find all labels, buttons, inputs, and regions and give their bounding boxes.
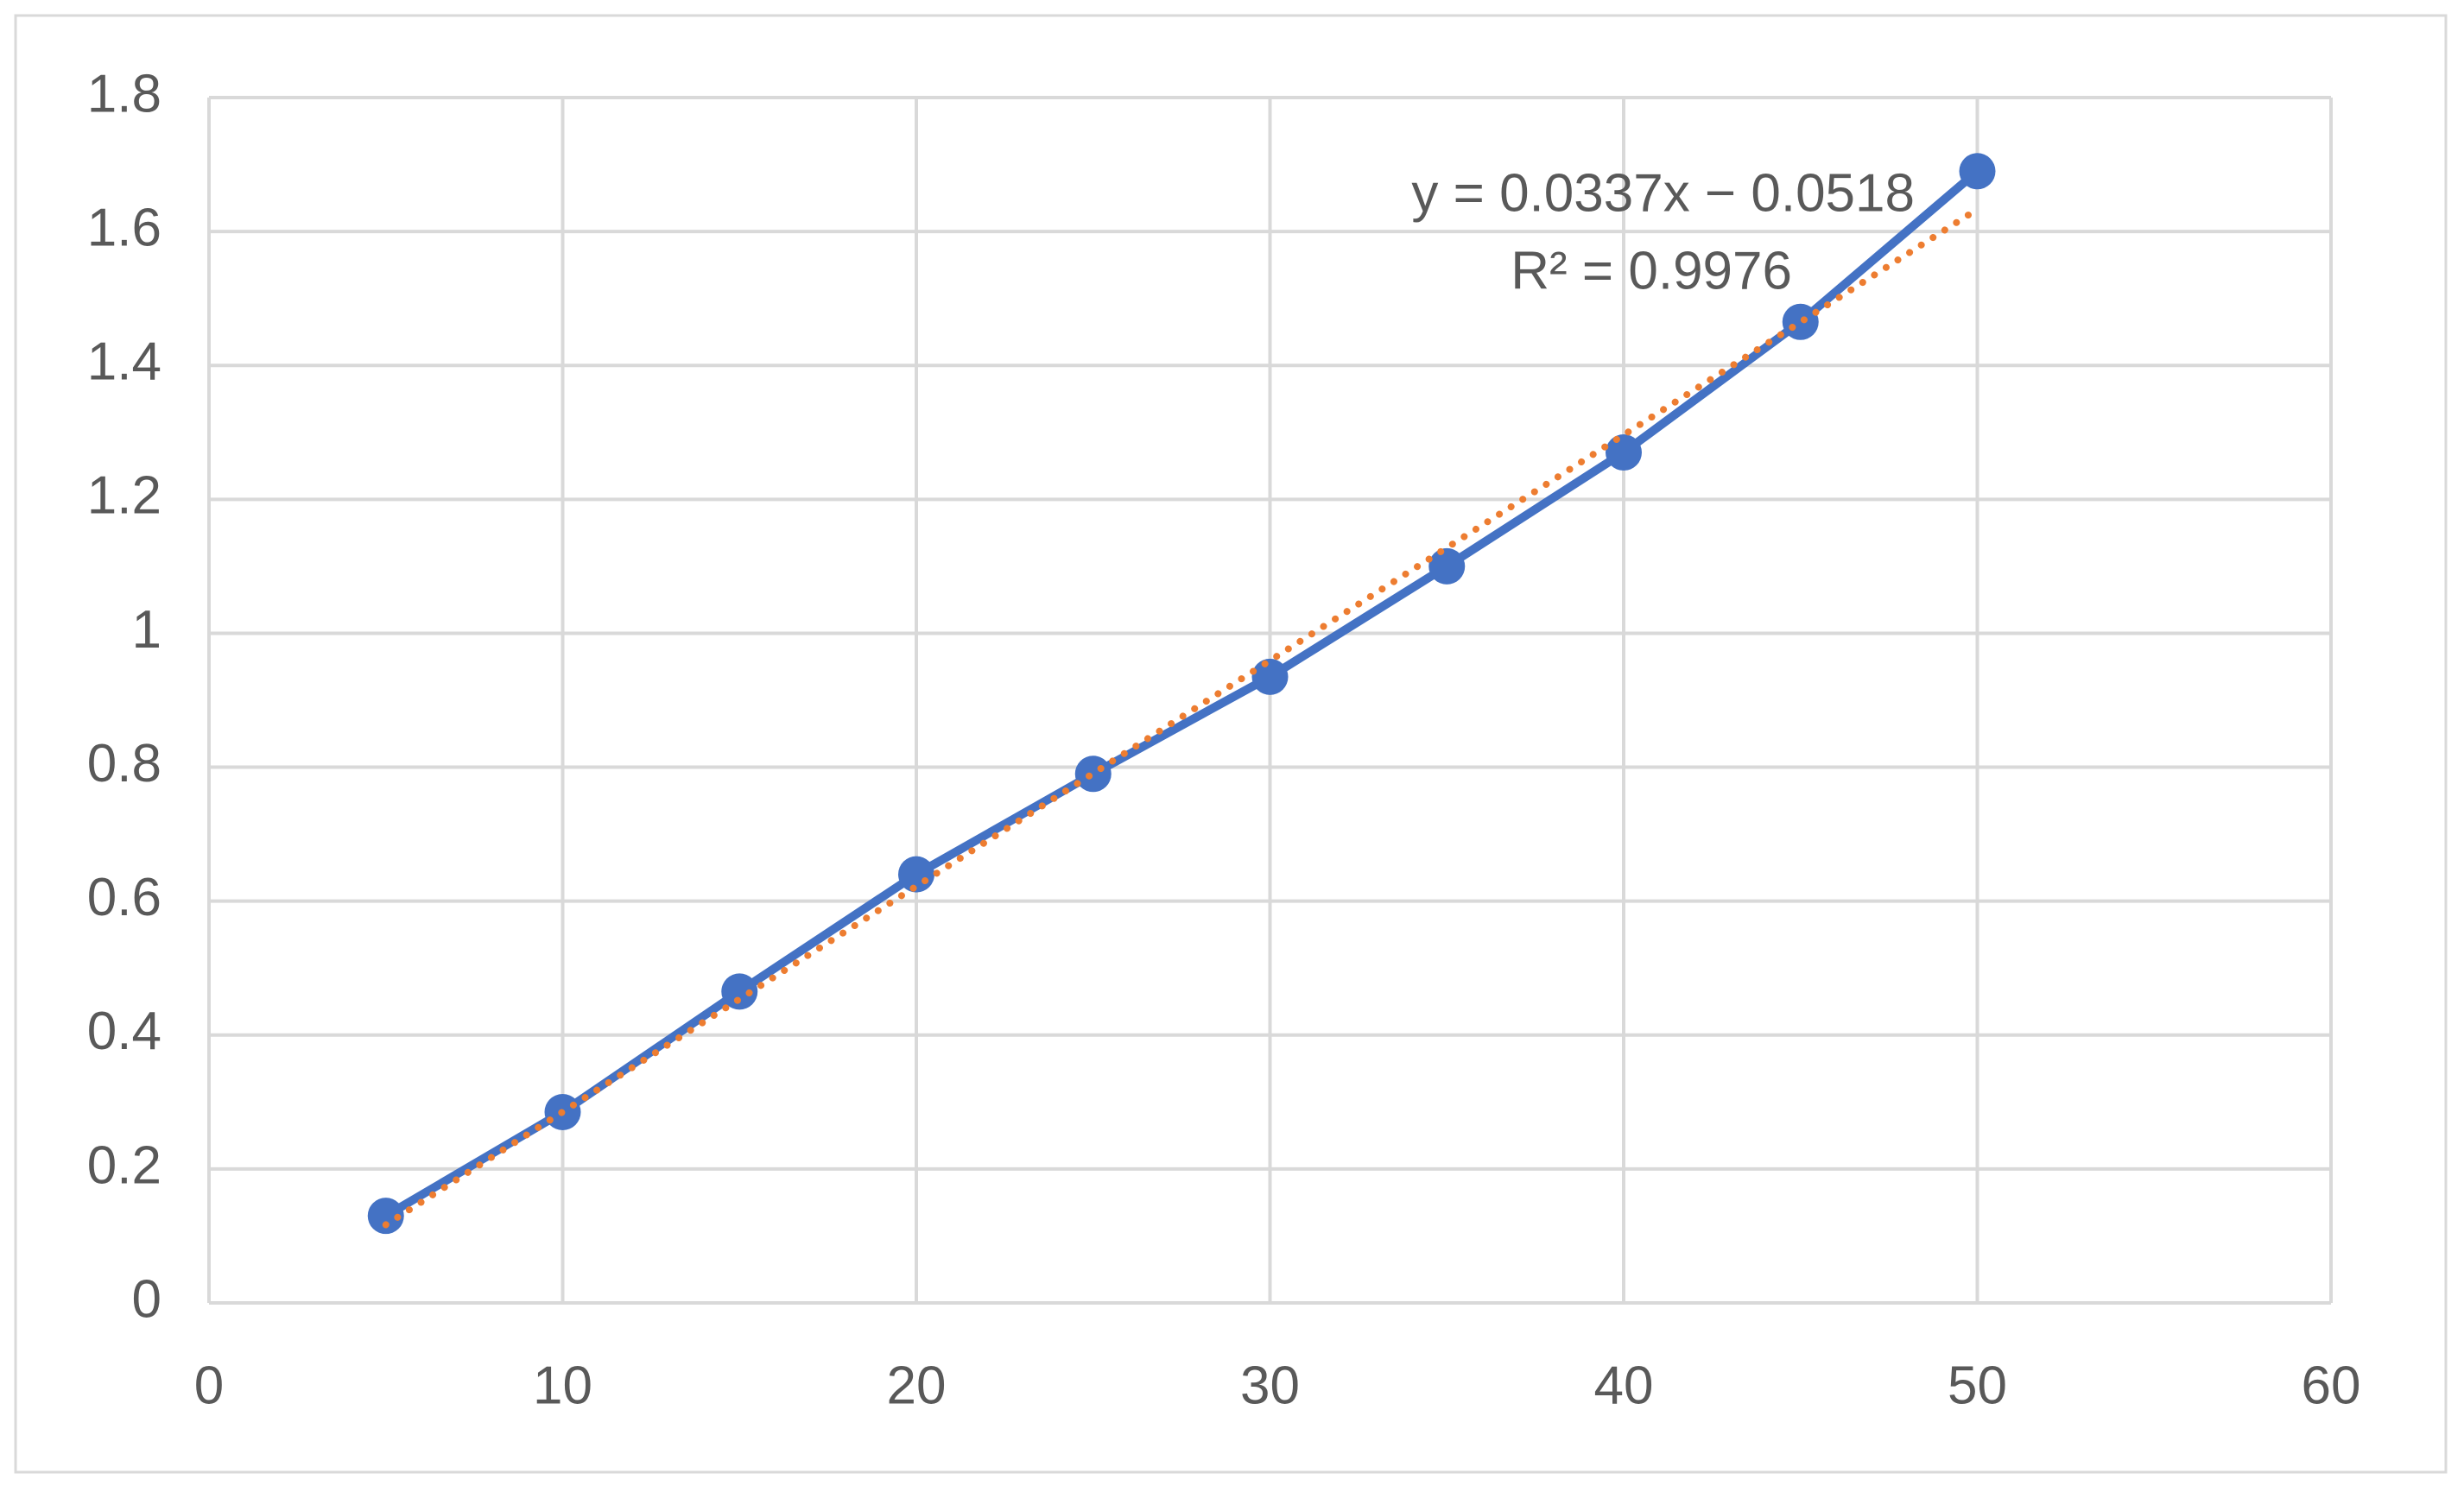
plot — [367, 153, 1996, 1235]
data-point — [1428, 547, 1466, 585]
trendline-equation: y = 0.0337x − 0.0518 — [1411, 163, 1915, 223]
x-tick-label: 20 — [887, 1356, 947, 1415]
trendline — [382, 205, 1981, 1229]
x-tick-label: 50 — [1948, 1356, 2007, 1415]
data-point — [1074, 755, 1112, 793]
y-tick-label: 0.4 — [87, 1002, 162, 1061]
y-tick-label: 0.6 — [87, 868, 162, 927]
x-tick-label: 0 — [194, 1356, 224, 1415]
series-line — [383, 168, 1980, 1220]
x-tick-label: 40 — [1594, 1356, 1654, 1415]
x-tick-label: 30 — [1240, 1356, 1300, 1415]
y-tick-label: 1.4 — [87, 332, 162, 392]
data-point — [1782, 303, 1819, 340]
x-tick-label: 10 — [533, 1356, 592, 1415]
data-point — [367, 1198, 404, 1235]
chart-border — [14, 14, 2448, 1474]
y-tick-label: 0 — [132, 1269, 162, 1329]
data-point — [1606, 434, 1642, 471]
y-tick-label: 1.8 — [87, 64, 162, 123]
data-point — [1959, 153, 1996, 190]
data-point — [1251, 658, 1289, 695]
y-tick-label: 0.2 — [87, 1135, 162, 1195]
x-tick-label: 60 — [2302, 1356, 2361, 1415]
y-tick-label: 1.6 — [87, 198, 162, 257]
r-squared: R² = 0.9976 — [1511, 241, 1792, 300]
y-tick-label: 1.2 — [87, 466, 162, 526]
y-tick-label: 1 — [132, 600, 162, 660]
y-tick-label: 0.8 — [87, 734, 162, 793]
data-point — [721, 973, 758, 1010]
